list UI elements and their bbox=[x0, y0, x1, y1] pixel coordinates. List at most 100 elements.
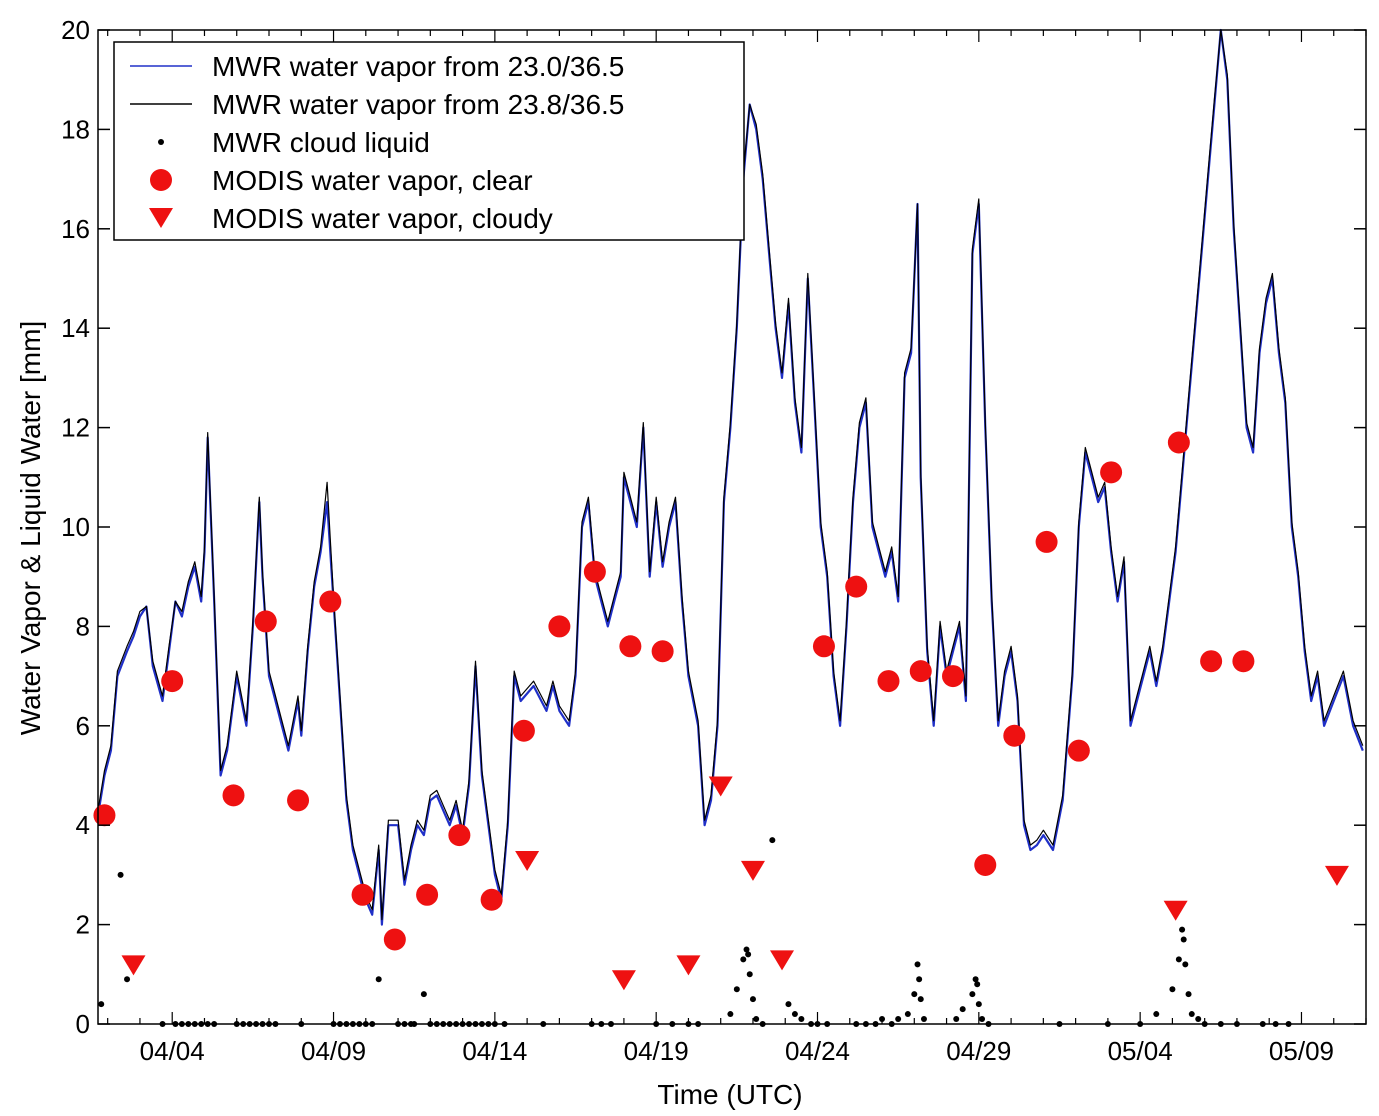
modis-cloudy-marker bbox=[611, 970, 636, 991]
y-tick-label: 10 bbox=[61, 512, 90, 542]
axis-ticks: 0 2 4 6 8 10 12 14 16 18 20 04/04 04/09 04/14 04/19 04/… bbox=[61, 15, 1367, 1066]
modis-clear-marker bbox=[222, 784, 245, 807]
cloud-liquid-point bbox=[753, 1016, 760, 1023]
legend-label-mwr-23-8: MWR water vapor from 23.8/36.5 bbox=[212, 89, 624, 120]
cloud-liquid-point bbox=[743, 946, 750, 953]
modis-clear-marker bbox=[319, 590, 342, 613]
cloud-liquid-point bbox=[974, 981, 981, 988]
y-tick-label: 8 bbox=[76, 611, 90, 641]
modis-clear-marker bbox=[1100, 461, 1123, 484]
cloud-liquid-point bbox=[1175, 956, 1182, 963]
cloud-liquid-point bbox=[969, 991, 976, 998]
x-tick-label: 04/04 bbox=[140, 1036, 205, 1066]
modis-cloudy-marker bbox=[708, 776, 733, 797]
modis-clear-marker bbox=[651, 640, 674, 663]
cloud-liquid-point bbox=[98, 1001, 105, 1008]
cloud-liquid-point bbox=[1195, 1016, 1202, 1023]
modis-clear-marker bbox=[512, 719, 535, 742]
cloud-liquid-point bbox=[895, 1016, 902, 1023]
cloud-liquid-point bbox=[117, 871, 124, 878]
modis-clear-marker bbox=[416, 883, 439, 906]
legend-label-modis-cloudy: MODIS water vapor, cloudy bbox=[212, 203, 553, 234]
modis-cloudy-marker bbox=[676, 955, 701, 976]
x-tick-label: 05/04 bbox=[1108, 1036, 1173, 1066]
cloud-liquid-point bbox=[124, 976, 131, 983]
modis-cloudy-marker bbox=[121, 955, 146, 976]
cloud-liquid-point bbox=[920, 1016, 927, 1023]
y-tick-label: 6 bbox=[76, 711, 90, 741]
cloud-liquid-point bbox=[745, 951, 752, 958]
y-tick-label: 2 bbox=[76, 910, 90, 940]
cloud-liquid-point bbox=[975, 1001, 982, 1008]
y-tick-label: 20 bbox=[61, 15, 90, 45]
cloud-liquid-point bbox=[911, 991, 918, 998]
modis-clear-marker bbox=[583, 560, 606, 583]
x-tick-label: 04/29 bbox=[946, 1036, 1011, 1066]
cloud-liquid-point bbox=[917, 996, 924, 1003]
x-axis-label: Time (UTC) bbox=[657, 1079, 802, 1110]
y-tick-label: 4 bbox=[76, 810, 90, 840]
modis-clear-marker bbox=[1003, 724, 1026, 747]
cloud-liquid-point bbox=[904, 1011, 911, 1018]
cloud-liquid-point bbox=[1185, 991, 1192, 998]
y-tick-label: 12 bbox=[61, 413, 90, 443]
cloud-liquid-point bbox=[979, 1016, 986, 1023]
cloud-liquid-point bbox=[1180, 936, 1187, 943]
modis-clear-marker bbox=[1035, 530, 1058, 553]
legend-swatch-modis-clear bbox=[150, 169, 172, 191]
cloud-liquid-point bbox=[769, 837, 776, 844]
cloud-liquid-point bbox=[1188, 1011, 1195, 1018]
cloud-liquid-point bbox=[785, 1001, 792, 1008]
x-tick-label: 04/09 bbox=[301, 1036, 366, 1066]
modis-clear-marker bbox=[448, 824, 471, 847]
modis-cloudy-marker bbox=[740, 860, 765, 881]
modis-clear-marker bbox=[909, 660, 932, 683]
modis-clear-marker bbox=[1067, 739, 1090, 762]
cloud-liquid-point bbox=[1153, 1011, 1160, 1018]
cloud-liquid-point bbox=[749, 996, 756, 1003]
modis-clear-marker bbox=[383, 928, 406, 951]
cloud-liquid-point bbox=[733, 986, 740, 993]
modis-cloudy-marker bbox=[1163, 900, 1188, 921]
cloud-liquid-point bbox=[1182, 961, 1189, 968]
modis-clear-marker bbox=[480, 888, 503, 911]
modis-clear-marker bbox=[93, 804, 116, 827]
legend-box bbox=[113, 41, 745, 241]
cloud-liquid-point bbox=[375, 976, 382, 983]
cloud-liquid-point bbox=[972, 976, 979, 983]
cloud-liquid-point bbox=[1179, 926, 1186, 933]
y-tick-label: 0 bbox=[76, 1009, 90, 1039]
legend-label-modis-clear: MODIS water vapor, clear bbox=[212, 165, 533, 196]
legend: MWR water vapor from 23.0/36.5 MWR water… bbox=[113, 41, 745, 241]
cloud-liquid-point bbox=[420, 991, 427, 998]
modis-clear-marker bbox=[619, 635, 642, 658]
modis-clear-marker bbox=[548, 615, 571, 638]
legend-swatch-cloud-liquid bbox=[158, 139, 164, 145]
y-axis-label: Water Vapor & Liquid Water [mm] bbox=[15, 321, 46, 735]
series-line-1 bbox=[97, 29, 1364, 921]
legend-label-mwr-23-0: MWR water vapor from 23.0/36.5 bbox=[212, 51, 624, 82]
legend-swatch-modis-cloudy bbox=[149, 208, 173, 228]
modis-cloudy-marker bbox=[515, 850, 540, 871]
modis-clear-marker bbox=[812, 635, 835, 658]
modis-clear-marker bbox=[254, 610, 277, 633]
x-tick-label: 04/19 bbox=[624, 1036, 689, 1066]
series-layer bbox=[93, 28, 1364, 1027]
y-tick-label: 14 bbox=[61, 313, 90, 343]
x-tick-label: 04/24 bbox=[785, 1036, 850, 1066]
modis-clear-marker bbox=[974, 853, 997, 876]
modis-clear-marker bbox=[1167, 431, 1190, 454]
modis-cloudy-marker bbox=[770, 950, 795, 971]
modis-cloudy-marker bbox=[1324, 865, 1349, 886]
modis-clear-marker bbox=[942, 665, 965, 688]
cloud-liquid-point bbox=[953, 1016, 960, 1023]
cloud-liquid-point bbox=[1169, 986, 1176, 993]
cloud-liquid-point bbox=[746, 971, 753, 978]
modis-clear-marker bbox=[1232, 650, 1255, 673]
cloud-liquid-point bbox=[727, 1011, 734, 1018]
modis-clear-marker bbox=[845, 575, 868, 598]
cloud-liquid-point bbox=[914, 961, 921, 968]
y-tick-label: 18 bbox=[61, 114, 90, 144]
cloud-liquid-point bbox=[740, 956, 747, 963]
modis-clear-marker bbox=[1200, 650, 1223, 673]
